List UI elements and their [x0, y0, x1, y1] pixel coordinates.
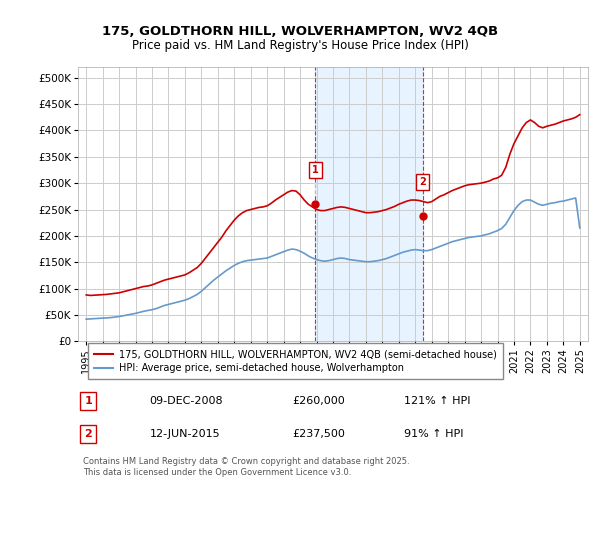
Text: Contains HM Land Registry data © Crown copyright and database right 2025.
This d: Contains HM Land Registry data © Crown c…: [83, 457, 410, 477]
Text: 12-JUN-2015: 12-JUN-2015: [149, 429, 220, 439]
Text: £260,000: £260,000: [292, 396, 345, 406]
Text: 175, GOLDTHORN HILL, WOLVERHAMPTON, WV2 4QB: 175, GOLDTHORN HILL, WOLVERHAMPTON, WV2 …: [102, 25, 498, 38]
Text: 1: 1: [85, 396, 92, 406]
Text: 2: 2: [419, 177, 426, 187]
Text: 1: 1: [312, 165, 319, 175]
Text: 91% ↑ HPI: 91% ↑ HPI: [404, 429, 464, 439]
Text: £237,500: £237,500: [292, 429, 345, 439]
Text: 09-DEC-2008: 09-DEC-2008: [149, 396, 223, 406]
Legend: 175, GOLDTHORN HILL, WOLVERHAMPTON, WV2 4QB (semi-detached house), HPI: Average : 175, GOLDTHORN HILL, WOLVERHAMPTON, WV2 …: [88, 343, 503, 379]
Text: 121% ↑ HPI: 121% ↑ HPI: [404, 396, 471, 406]
Text: Price paid vs. HM Land Registry's House Price Index (HPI): Price paid vs. HM Land Registry's House …: [131, 39, 469, 52]
Text: 2: 2: [85, 429, 92, 439]
Bar: [315, 67, 422, 341]
